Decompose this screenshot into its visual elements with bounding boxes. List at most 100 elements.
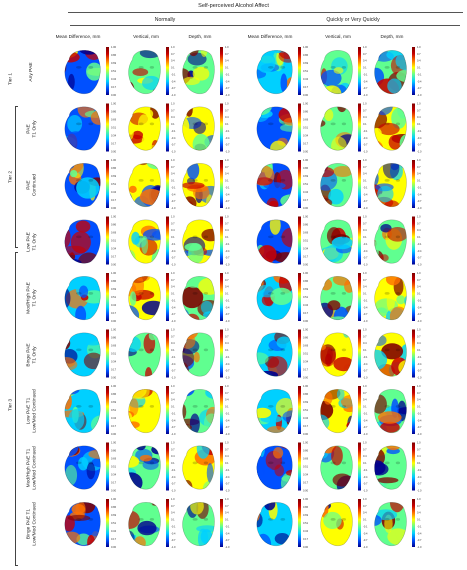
colorbar-tick-label: 1.0	[417, 384, 421, 388]
eye-shadow	[280, 517, 286, 521]
heat-blob	[331, 236, 353, 250]
colorbar-tick-label: -0.7	[171, 312, 176, 316]
heat-blob	[320, 69, 342, 87]
eye-shadow	[192, 122, 198, 126]
colorbar-tick-label: -0.4	[363, 79, 368, 83]
colorbar-tick-label: 0.69	[111, 457, 117, 461]
colorbar-tick-label: 0.69	[111, 118, 117, 122]
heat-blob	[64, 226, 71, 248]
colorbar-tick-label: 0.17	[303, 424, 309, 428]
colorbar	[412, 386, 415, 434]
colorbar-tick-label: -0.1	[171, 72, 176, 76]
heat-blob	[182, 424, 189, 433]
row-label: Binge PAE T1 Only	[26, 343, 37, 366]
head-outline	[128, 445, 161, 490]
heat-blob	[64, 51, 80, 63]
colorbar-tick-label: 0.17	[111, 255, 117, 259]
colorbar-tick-label: 1.0	[363, 271, 367, 275]
colorbar-tick-label: 0.69	[303, 118, 309, 122]
colorbar-tick-label: 0.4	[417, 454, 421, 458]
colorbar-tick-label: -0.4	[417, 79, 422, 83]
colorbar-tick-label: -1.0	[417, 319, 422, 323]
face-heatmap-panel	[374, 50, 407, 94]
heat-blob	[86, 462, 96, 480]
heat-blob	[346, 421, 353, 430]
colorbar-tick-label: -1.0	[417, 545, 422, 549]
colorbar-tick-label: 1.0	[171, 158, 175, 162]
colorbar-tick-label: -0.4	[363, 362, 368, 366]
head-outline	[256, 163, 293, 208]
colorbar-tick-label: -0.7	[171, 425, 176, 429]
heat-blob	[182, 516, 195, 532]
colorbar-tick-label: 0.34	[111, 473, 117, 477]
head-outline	[256, 445, 293, 490]
face-heatmap-panel	[64, 106, 101, 151]
eye-shadow	[280, 122, 286, 126]
heat-blob	[182, 196, 197, 207]
eye-shadow	[149, 235, 155, 239]
eye-shadow	[395, 461, 401, 465]
colorbar-tick-label: -0.1	[171, 411, 176, 415]
colorbar-tick-label: -1.0	[225, 319, 230, 323]
eye-shadow	[192, 404, 198, 408]
heat-blob	[182, 286, 204, 309]
colorbar-tick-label: 0.51	[111, 408, 117, 412]
heat-blob	[182, 389, 195, 397]
colorbar	[412, 160, 415, 208]
heat-blob	[340, 115, 353, 132]
colorbar-tick-label: 1.00	[111, 102, 117, 106]
colorbar-tick-label: 0.1	[363, 235, 367, 239]
colorbar-tick-label: 1.00	[303, 271, 309, 275]
head-outline	[64, 332, 101, 377]
colorbar-tick-label: -0.1	[171, 242, 176, 246]
colorbar-tick-label: 0.86	[303, 336, 309, 340]
colorbar-tick-label: 0.7	[225, 52, 229, 56]
heat-blob	[272, 447, 284, 459]
colorbar-tick-label: 1.0	[363, 384, 367, 388]
eye-shadow	[138, 65, 144, 69]
colorbar-tick-label: -0.7	[225, 369, 230, 373]
colorbar-tick-label: -0.7	[363, 482, 368, 486]
colorbar-tick-label: 0.1	[417, 66, 421, 70]
colorbar-tick-label: 0.00	[303, 206, 309, 210]
heat-blob	[64, 245, 86, 256]
heat-blob	[320, 278, 333, 291]
colorbar-tick-label: 0.34	[303, 134, 309, 138]
heat-blob	[184, 313, 200, 320]
heat-blob	[87, 535, 95, 546]
colorbar-tick-label: -0.1	[363, 355, 368, 359]
colorbar-tick-label: 0.1	[171, 179, 175, 183]
colorbar-tick-label: 0.17	[111, 368, 117, 372]
colorbar-tick-label: 1.0	[225, 215, 229, 219]
heat-blob	[131, 231, 140, 245]
heat-blob	[323, 511, 342, 530]
colorbar	[106, 47, 109, 95]
eye-shadow	[395, 122, 401, 126]
colorbar-tick-label: 1.0	[225, 384, 229, 388]
eye-shadow	[330, 291, 336, 295]
face-heatmap-panel	[182, 276, 215, 320]
heat-blob	[385, 445, 402, 451]
heat-blob	[320, 196, 324, 207]
heat-blob	[77, 252, 100, 264]
colorbar-tick-label: -0.7	[417, 143, 422, 147]
colorbar-tick-label: 1.0	[363, 45, 367, 49]
colorbar-tick-label: 0.1	[171, 348, 175, 352]
colorbar-tick-label: 0.86	[303, 166, 309, 170]
heat-blob	[374, 106, 393, 116]
head-outline	[64, 389, 101, 434]
heat-blob	[128, 472, 143, 490]
heat-blob	[320, 50, 325, 62]
group-normally: Normally	[154, 17, 176, 23]
colorbar-tick-label: 0.69	[111, 231, 117, 235]
colorbar-tick-label: 0.17	[303, 255, 309, 259]
heat-blob	[64, 313, 68, 320]
colorbar-tick-label: -0.7	[417, 425, 422, 429]
colorbar-tick-label: -0.4	[417, 136, 422, 140]
heat-blob	[68, 409, 85, 431]
colorbar-tick-label: -1.0	[363, 489, 368, 493]
heat-blob	[129, 291, 137, 306]
heat-blob	[77, 457, 89, 471]
colorbar-tick-label: 0.86	[303, 53, 309, 57]
heat-blob	[281, 474, 293, 483]
